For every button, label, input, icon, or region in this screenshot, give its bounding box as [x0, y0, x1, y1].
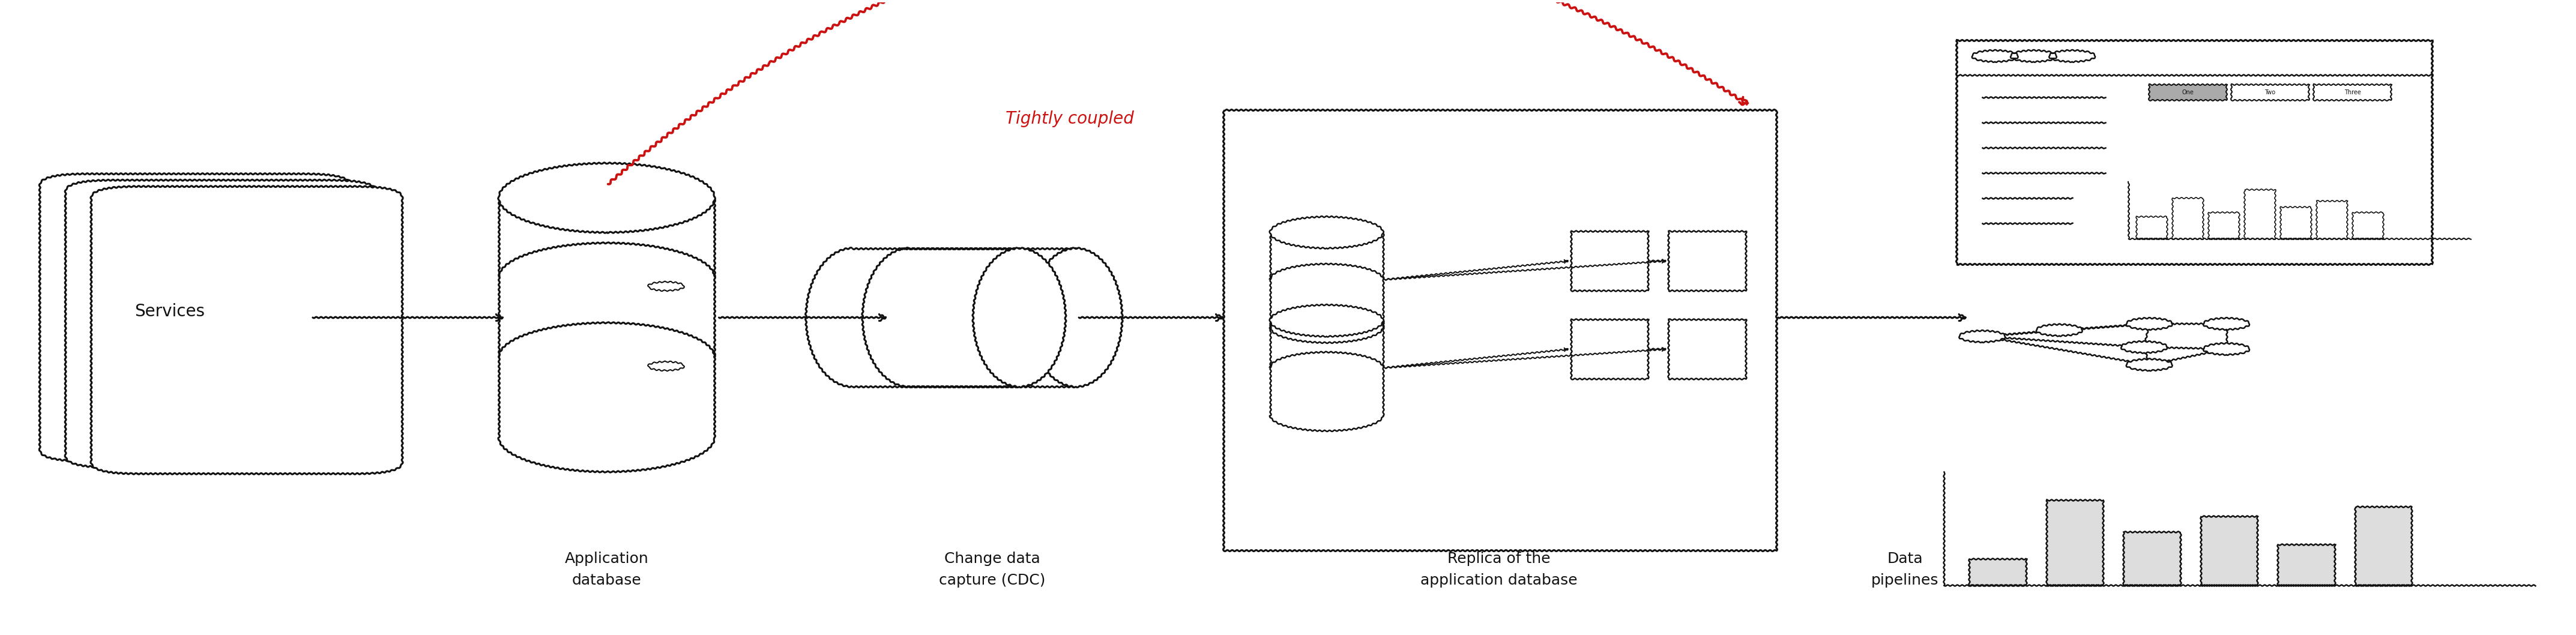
- Circle shape: [2035, 324, 2081, 336]
- Polygon shape: [2277, 544, 2334, 585]
- Polygon shape: [2200, 516, 2257, 585]
- Text: Tightly coupled: Tightly coupled: [1005, 110, 1133, 128]
- Polygon shape: [2313, 84, 2391, 100]
- Text: Application
database: Application database: [564, 552, 649, 587]
- Text: Change data
capture (CDC): Change data capture (CDC): [940, 552, 1046, 587]
- Polygon shape: [1669, 231, 1747, 291]
- Circle shape: [2125, 318, 2172, 330]
- Ellipse shape: [500, 163, 714, 232]
- Circle shape: [2120, 342, 2166, 353]
- Circle shape: [2202, 318, 2249, 330]
- Polygon shape: [1270, 232, 1383, 327]
- Polygon shape: [2045, 500, 2102, 585]
- Polygon shape: [1270, 321, 1383, 415]
- Polygon shape: [2148, 84, 2226, 100]
- Polygon shape: [1955, 40, 2432, 264]
- FancyBboxPatch shape: [39, 174, 350, 461]
- Polygon shape: [1571, 319, 1649, 379]
- Polygon shape: [2231, 84, 2308, 100]
- Polygon shape: [1968, 559, 2025, 585]
- Circle shape: [2125, 359, 2172, 370]
- Polygon shape: [500, 197, 714, 438]
- Ellipse shape: [1270, 305, 1383, 337]
- Polygon shape: [909, 248, 1077, 387]
- Polygon shape: [1224, 110, 1777, 551]
- Polygon shape: [2244, 190, 2275, 239]
- Polygon shape: [2354, 507, 2411, 585]
- Text: Services: Services: [134, 303, 204, 319]
- Text: Replica of the
application database: Replica of the application database: [1419, 552, 1577, 587]
- Polygon shape: [2123, 531, 2179, 585]
- Polygon shape: [1669, 319, 1747, 379]
- Polygon shape: [2352, 212, 2383, 239]
- FancyBboxPatch shape: [90, 187, 402, 474]
- Text: One: One: [2182, 90, 2195, 95]
- Circle shape: [1958, 331, 2004, 342]
- Ellipse shape: [974, 248, 1066, 387]
- FancyBboxPatch shape: [64, 180, 376, 467]
- Circle shape: [2202, 344, 2249, 355]
- Polygon shape: [2136, 217, 2166, 239]
- Text: Two: Two: [2264, 90, 2275, 95]
- Text: Data
pipelines: Data pipelines: [1870, 552, 1940, 587]
- Polygon shape: [2280, 207, 2311, 239]
- Polygon shape: [2208, 212, 2239, 239]
- Polygon shape: [1571, 231, 1649, 291]
- FancyArrowPatch shape: [608, 0, 1747, 184]
- Polygon shape: [2172, 197, 2202, 239]
- Ellipse shape: [1270, 217, 1383, 248]
- Polygon shape: [853, 248, 1020, 387]
- Polygon shape: [2316, 201, 2347, 239]
- Ellipse shape: [1030, 248, 1123, 387]
- Text: Three: Three: [2344, 90, 2360, 95]
